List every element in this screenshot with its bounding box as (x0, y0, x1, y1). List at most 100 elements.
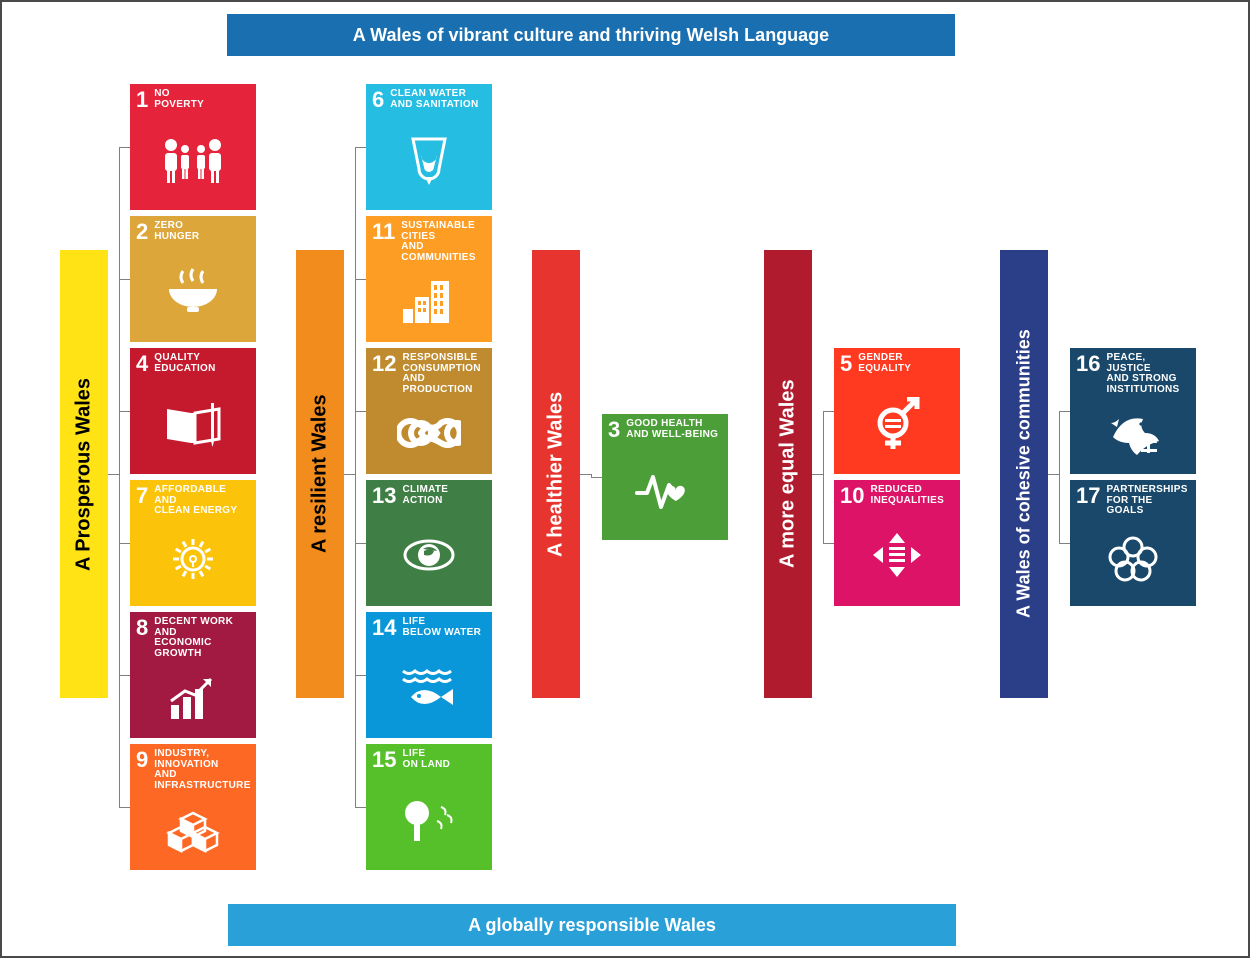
connector-line (355, 147, 356, 807)
tree-icon (372, 771, 486, 866)
sdg-tile-17: 17 PARTNERSHIPSFOR THE GOALS (1070, 480, 1196, 606)
banner-bottom: A globally responsible Wales (228, 904, 956, 946)
sdg-tile-13: 13 CLIMATEACTION (366, 480, 492, 606)
connector-line (355, 543, 366, 544)
sdg-number: 5 (840, 353, 852, 375)
banner-top-text: A Wales of vibrant culture and thriving … (353, 25, 829, 46)
sdg-number: 6 (372, 89, 384, 111)
book-icon (136, 375, 250, 470)
sdg-tile-7: 7 AFFORDABLE ANDCLEAN ENERGY (130, 480, 256, 606)
sdg-label: SUSTAINABLE CITIESAND COMMUNITIES (401, 221, 486, 263)
connector-line (355, 279, 366, 280)
fish-icon (372, 639, 486, 734)
people-icon (136, 111, 250, 206)
sdg-label: INDUSTRY, INNOVATIONAND INFRASTRUCTURE (154, 749, 250, 791)
bowl-icon (136, 243, 250, 338)
sdg-tile-9: 9 INDUSTRY, INNOVATIONAND INFRASTRUCTURE (130, 744, 256, 870)
sdg-tile-2: 2ZEROHUNGER (130, 216, 256, 342)
connector-line (119, 147, 130, 148)
connector-line (812, 474, 823, 475)
sdg-tile-16: 16 PEACE, JUSTICEAND STRONGINSTITUTIONS (1070, 348, 1196, 474)
banner-bottom-text: A globally responsible Wales (468, 915, 716, 936)
sdg-tile-15: 15 LIFEON LAND (366, 744, 492, 870)
sdg-number: 15 (372, 749, 396, 771)
connector-line (1048, 474, 1059, 475)
sdg-tile-11: 11 SUSTAINABLE CITIESAND COMMUNITIES (366, 216, 492, 342)
eye-icon (372, 507, 486, 602)
sdg-number: 14 (372, 617, 396, 639)
connector-line (591, 477, 602, 478)
banner-top: A Wales of vibrant culture and thriving … (227, 14, 955, 56)
pillar-cohesive: A Wales of cohesive communities (1000, 250, 1048, 698)
connector-line (1059, 543, 1070, 544)
connector-line (119, 411, 130, 412)
sdg-label: AFFORDABLE ANDCLEAN ENERGY (154, 485, 250, 517)
gender-icon (840, 375, 954, 470)
connector-line (119, 675, 130, 676)
connector-line (355, 147, 366, 148)
sdg-number: 8 (136, 617, 148, 639)
sdg-tile-6: 6 CLEAN WATERAND SANITATION (366, 84, 492, 210)
sdg-tile-8: 8 DECENT WORK ANDECONOMIC GROWTH (130, 612, 256, 738)
sdg-label: PEACE, JUSTICEAND STRONGINSTITUTIONS (1106, 353, 1190, 395)
connector-line (823, 411, 834, 412)
rings-icon (1076, 517, 1190, 603)
heartbeat-icon (608, 441, 722, 536)
connector-line (1059, 411, 1060, 543)
pillar-equal: A more equal Wales (764, 250, 812, 698)
city-icon (372, 263, 486, 338)
connector-line (355, 807, 366, 808)
sdg-label: GENDEREQUALITY (858, 353, 911, 374)
connector-line (119, 543, 130, 544)
connector-line (108, 474, 119, 475)
sun-icon (136, 517, 250, 603)
connector-line (355, 411, 366, 412)
sdg-tile-12: 12 RESPONSIBLECONSUMPTIONAND PRODUCTION (366, 348, 492, 474)
sdg-number: 16 (1076, 353, 1100, 375)
sdg-number: 7 (136, 485, 148, 507)
sdg-label: NOPOVERTY (154, 89, 204, 110)
sdg-label: GOOD HEALTHAND WELL-BEING (626, 419, 718, 440)
sdg-number: 13 (372, 485, 396, 507)
sdg-label: CLEAN WATERAND SANITATION (390, 89, 478, 110)
connector-line (119, 279, 130, 280)
sdg-tile-3: 3 GOOD HEALTHAND WELL-BEING (602, 414, 728, 540)
sdg-tile-1: 1 NOPOVERTY (130, 84, 256, 210)
connector-line (580, 474, 591, 475)
connector-line (355, 675, 366, 676)
sdg-tile-5: 5 GENDEREQUALITY (834, 348, 960, 474)
sdg-label: CLIMATEACTION (402, 485, 448, 506)
sdg-label: QUALITYEDUCATION (154, 353, 215, 374)
sdg-tile-10: 10REDUCEDINEQUALITIES (834, 480, 960, 606)
infographic-frame: A Wales of vibrant culture and thriving … (0, 0, 1250, 958)
sdg-label: RESPONSIBLECONSUMPTIONAND PRODUCTION (402, 353, 486, 395)
sdg-number: 11 (372, 221, 395, 243)
pillar-healthier: A healthier Wales (532, 250, 580, 698)
connector-line (1059, 411, 1070, 412)
sdg-number: 17 (1076, 485, 1100, 507)
sdg-number: 9 (136, 749, 148, 771)
connector-line (119, 147, 120, 807)
sdg-tile-14: 14 LIFEBELOW WATER (366, 612, 492, 738)
pillar-prosperous: A Prosperous Wales (60, 250, 108, 698)
sdg-number: 3 (608, 419, 620, 441)
sdg-label: DECENT WORK ANDECONOMIC GROWTH (154, 617, 250, 659)
connector-line (823, 543, 834, 544)
sdg-label: LIFEBELOW WATER (402, 617, 481, 638)
cubes-icon (136, 791, 250, 866)
infinity-icon (372, 395, 486, 470)
sdg-label: PARTNERSHIPSFOR THE GOALS (1106, 485, 1190, 517)
sdg-label: LIFEON LAND (402, 749, 450, 770)
sdg-number: 1 (136, 89, 148, 111)
dove-icon (1076, 395, 1190, 470)
sdg-number: 2 (136, 221, 148, 243)
connector-line (823, 411, 824, 543)
sdg-tile-4: 4QUALITYEDUCATION (130, 348, 256, 474)
sdg-number: 12 (372, 353, 396, 375)
arrows4-icon (840, 507, 954, 602)
growth-icon (136, 659, 250, 734)
connector-line (344, 474, 355, 475)
connector-line (119, 807, 130, 808)
pillar-resilient: A resilient Wales (296, 250, 344, 698)
sdg-number: 10 (840, 485, 864, 507)
